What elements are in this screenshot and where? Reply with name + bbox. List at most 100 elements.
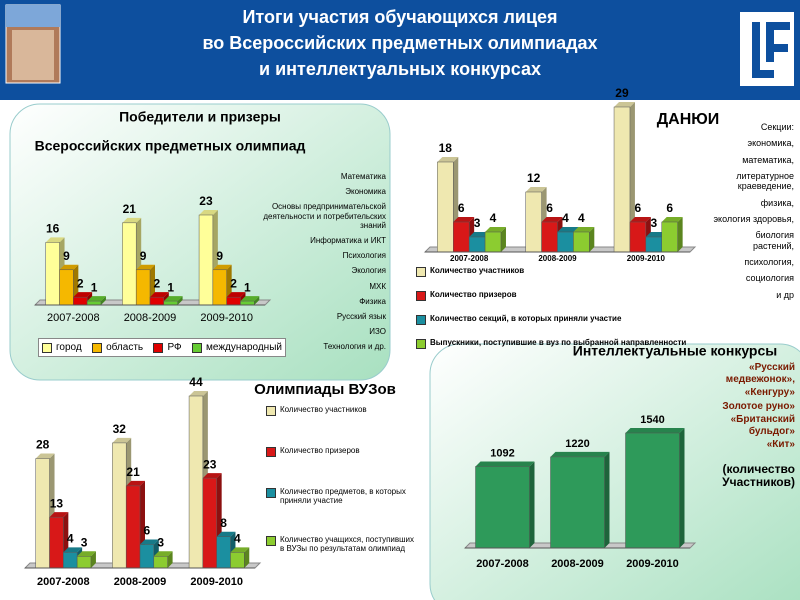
bar-top: [230, 547, 250, 553]
data-label: 21: [123, 202, 137, 216]
bar-top: [550, 451, 610, 457]
legend-swatch: [42, 343, 52, 353]
annotation: Русский язык: [336, 311, 386, 321]
legend-swatch: [266, 447, 276, 457]
data-label: 1220: [565, 438, 589, 450]
data-label: 4: [578, 211, 585, 225]
data-label: 4: [562, 211, 569, 225]
data-label: 44: [189, 375, 203, 389]
data-label: 3: [81, 535, 88, 549]
bar-top: [557, 227, 579, 232]
legend-swatch: [92, 343, 103, 353]
legend-swatch: [416, 267, 426, 277]
legend-item: Количество призеров: [416, 290, 726, 301]
data-label: 16: [46, 222, 60, 236]
legend-label: Выпускники, поступившие в вуз по выбранн…: [430, 338, 687, 347]
data-label: 4: [67, 532, 74, 546]
annotation-list: Математика Экономика Основы предпринимател…: [240, 172, 386, 357]
data-label: 4: [490, 211, 497, 225]
legend-item: Количество участников: [416, 266, 726, 277]
annotation: Технология и др.: [323, 342, 386, 352]
legend-label: международный: [206, 342, 282, 353]
bar-side: [100, 296, 106, 305]
bar-top: [453, 217, 475, 222]
bar-top: [122, 217, 142, 223]
data-label: 6: [144, 524, 151, 538]
bar-top: [153, 551, 173, 557]
data-label: 1092: [490, 447, 514, 459]
legend: Количество участников Количество призеров…: [266, 405, 416, 583]
annotation: (количество Участников): [722, 461, 795, 490]
bar: [475, 466, 530, 549]
bar-top: [63, 547, 83, 553]
header-line: во Всероссийских предметных олимпиадах: [202, 33, 597, 53]
chart-title: Интеллектуальные конкурсы: [573, 343, 777, 359]
annotation: ИЗО: [369, 327, 386, 337]
x-tick-label: 2008-2009: [551, 558, 604, 570]
bar-top: [45, 237, 65, 243]
bar: [59, 269, 74, 306]
data-label: 28: [36, 438, 50, 452]
bar-top: [216, 531, 236, 537]
bar: [613, 106, 631, 253]
annotation: Физика: [359, 296, 386, 306]
bar-side: [679, 428, 685, 548]
legend-label: город: [56, 342, 82, 353]
x-tick-label: 2007-2008: [47, 312, 100, 324]
x-tick-label: 2007-2008: [450, 254, 489, 263]
bar: [163, 300, 178, 306]
chart-title: ДАНЮИ: [657, 111, 720, 128]
bar-top: [573, 227, 595, 232]
annotation: физика,: [760, 197, 794, 208]
annotation: «Кит»: [766, 439, 795, 450]
bar: [188, 395, 204, 569]
legend-label: Количество призеров: [280, 446, 360, 455]
bar: [629, 221, 647, 253]
bar-side: [500, 227, 506, 252]
x-tick-label: 2008-2009: [124, 312, 177, 324]
data-label: 23: [199, 194, 213, 208]
legend: Количество участников Количество призеров…: [416, 266, 726, 362]
x-tick-label: 2007-2008: [476, 558, 529, 570]
data-label: 4: [234, 532, 241, 546]
annotation: и др: [776, 289, 794, 300]
bar-side: [244, 547, 250, 568]
data-label: 2: [154, 276, 161, 290]
chart-title: Победители и призеры: [119, 109, 281, 125]
data-label: 8: [220, 516, 227, 530]
bar-top: [661, 217, 683, 222]
annotation: Математика: [340, 172, 386, 181]
data-label: 2: [230, 276, 237, 290]
bar: [139, 544, 155, 569]
legend-label: Количество участников: [430, 266, 525, 275]
annotation: биология растений,: [752, 230, 794, 251]
data-label: 6: [546, 201, 553, 215]
bar: [149, 296, 165, 306]
legend-item: город: [42, 342, 82, 353]
bar-top: [212, 264, 232, 270]
x-tick-label: 2007-2008: [37, 576, 90, 588]
legend-swatch: [416, 291, 426, 301]
legend-item: Количество предметов, в которых приняли …: [266, 487, 416, 505]
legend-swatch: [266, 488, 276, 498]
data-label: 1: [167, 280, 174, 294]
bar-top: [525, 187, 547, 192]
legend-item: область: [92, 342, 143, 353]
bar-top: [199, 210, 218, 215]
bar: [212, 269, 227, 306]
bar: [45, 242, 60, 306]
data-label: 3: [650, 216, 657, 230]
annotation: экономика,: [747, 138, 794, 149]
annotation-list: «Русский медвежонок», «Кенгуру» Золотое ру…: [690, 362, 795, 496]
bar-top: [475, 461, 535, 467]
legend-item: Выпускники, поступившие в вуз по выбранн…: [416, 338, 726, 349]
legend-item: Количество учащихся, поступивших в ВУЗы …: [266, 535, 416, 553]
x-tick-label: 2008-2009: [538, 254, 577, 263]
building-facade: [12, 30, 54, 80]
bar: [625, 432, 680, 549]
bar-side: [167, 551, 173, 568]
annotation: «Русский медвежонок»,: [725, 362, 795, 385]
annotation-list: Секции: экономика, математика, литературное…: [712, 122, 794, 306]
legend-label: РФ: [167, 342, 182, 353]
annotation: Информатика и ИКТ: [310, 235, 386, 245]
